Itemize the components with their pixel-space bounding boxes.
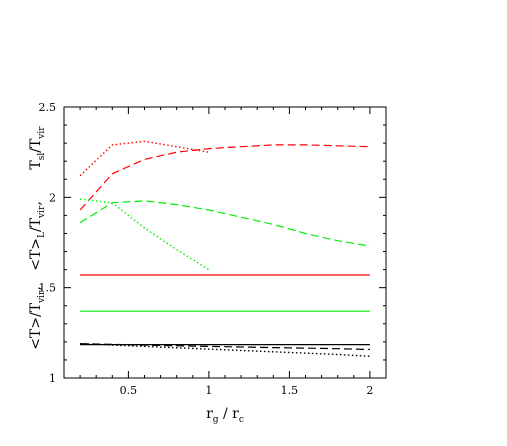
- x-axis-label: rg / rc: [206, 406, 244, 425]
- series-line-5: [79, 200, 370, 247]
- series-line-7: [80, 343, 370, 357]
- tick-labels: 0.5 1 1.5 2 1 1.5 2 2.5: [39, 101, 374, 397]
- series-line-4: [80, 198, 210, 271]
- x-tick-label: 0.5: [120, 384, 138, 397]
- x-tick-label: 1: [205, 384, 212, 397]
- series-line-2: [79, 144, 370, 211]
- series-line-1: [79, 140, 210, 177]
- plot-frame: [63, 106, 387, 379]
- y-axis-label-tm: <T>/Tvir,: [28, 286, 47, 350]
- x-tick-label: 1.5: [281, 384, 299, 397]
- y-tick-label: 1.5: [39, 282, 57, 295]
- y-axis-label-tl: <T>L/Tvir,: [28, 201, 47, 271]
- x-tick-label: 2: [366, 384, 373, 397]
- y-axis-label-tsl: Tsl/Tvir: [28, 126, 47, 170]
- y-tick-label: 2.5: [39, 101, 57, 114]
- y-tick-label: 1: [49, 372, 56, 385]
- axis-ticks: [63, 106, 386, 379]
- y-tick-label: 2: [49, 191, 56, 204]
- series-layer: [79, 140, 370, 357]
